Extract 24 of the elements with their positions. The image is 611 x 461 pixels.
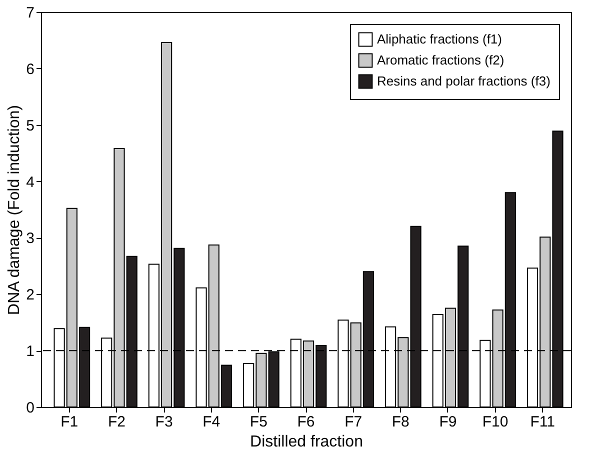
x-tick-label: F6: [297, 414, 315, 430]
x-tick-label: F8: [392, 414, 410, 430]
y-axis-title: DNA damage (Fold induction): [6, 105, 24, 315]
y-tick-label: 5: [26, 117, 34, 134]
x-tick-label: F11: [530, 414, 555, 430]
legend-label: Aliphatic fractions (f1): [377, 32, 502, 46]
x-tick-label: F1: [60, 414, 78, 430]
x-tick-label: F9: [439, 414, 457, 430]
x-tick-label: F10: [482, 414, 508, 430]
y-tick-label: 6: [26, 60, 34, 78]
x-tick-label: F7: [344, 414, 362, 430]
legend-label: Aromatic fractions (f2): [377, 52, 504, 68]
y-tick-label: 4: [26, 174, 34, 191]
x-axis-title: Distilled fraction: [250, 434, 363, 450]
x-tick-label: F4: [202, 414, 220, 430]
y-tick-label: 2: [26, 286, 34, 304]
x-tick-label: F5: [250, 414, 268, 430]
y-tick-label: 7: [26, 4, 34, 22]
y-tick-label: 3: [26, 230, 34, 248]
x-tick-label: F2: [108, 414, 126, 430]
x-tick-label: F3: [155, 414, 173, 430]
legend-label: Resins and polar fractions (f3): [377, 74, 550, 88]
y-tick-label: 1: [26, 343, 34, 360]
y-tick-label: 0: [26, 400, 34, 416]
